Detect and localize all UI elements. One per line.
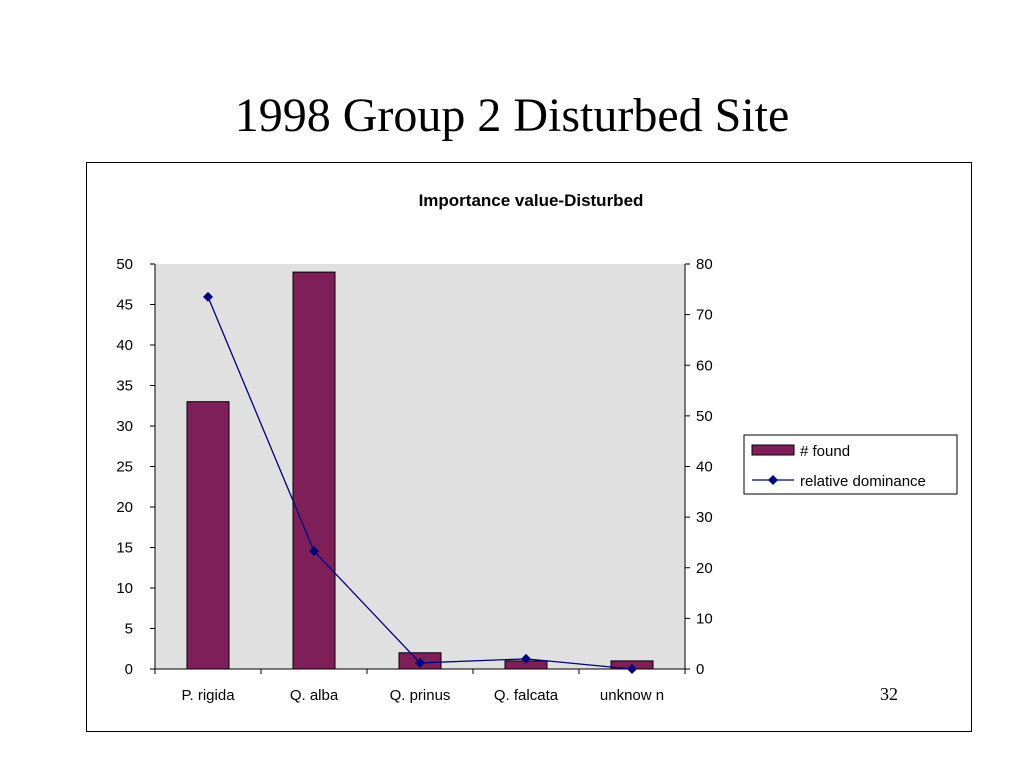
y-left-tick-label-2: 10 (116, 580, 133, 597)
legend-label-found: # found (800, 443, 850, 460)
x-tick-label-2: Q. prinus (390, 687, 451, 704)
y-right-tick-label-8: 80 (696, 256, 713, 273)
y-left-tick-label-5: 25 (116, 459, 133, 476)
y-left-tick-label-8: 40 (116, 337, 133, 354)
y-left-tick-label-6: 30 (116, 418, 133, 435)
line-layer (203, 291, 637, 674)
x-tick-label-0: P. rigida (181, 687, 235, 704)
y-left-tick-label-7: 35 (116, 378, 133, 395)
y-right-tick-label-3: 30 (696, 509, 713, 526)
x-tick-label-4: unknow n (600, 687, 664, 704)
y-left-tick-label-0: 0 (125, 661, 133, 678)
legend: # found relative dominance (743, 434, 958, 495)
plot-area (155, 264, 685, 669)
y-left-tick-label-1: 5 (125, 621, 133, 638)
bar-1 (292, 271, 336, 670)
point-relative-dominance-4 (627, 664, 637, 674)
bar-0 (186, 401, 230, 670)
y-left-tick-label-10: 50 (116, 256, 133, 273)
x-tick-label-3: Q. falcata (494, 687, 559, 704)
chart-frame: Importance value-Disturbed 0 5 10 15 20 25 30 3… (86, 162, 972, 732)
y-right-tick-label-6: 60 (696, 357, 713, 374)
chart-svg: Importance value-Disturbed 0 5 10 15 20 25 30 3… (116, 191, 958, 704)
y-left-tick-label-3: 15 (116, 540, 133, 557)
y-right-tick-label-1: 10 (696, 610, 713, 627)
y-left-tick-label-4: 20 (116, 499, 133, 516)
legend-marker-dominance (768, 475, 778, 485)
point-relative-dominance-2 (415, 657, 425, 668)
legend-swatch-found (751, 444, 795, 456)
chart-title: Importance value-Disturbed (419, 191, 644, 210)
point-relative-dominance-0 (203, 291, 213, 302)
x-tick-label-1: Q. alba (290, 687, 339, 704)
y-right-tick-label-5: 50 (696, 408, 713, 425)
point-relative-dominance-3 (521, 653, 531, 664)
slide-title: 1998 Group 2 Disturbed Site (234, 89, 790, 142)
y-right-tick-label-4: 40 (696, 459, 713, 476)
legend-label-relative-dominance: relative dominance (800, 473, 926, 490)
point-relative-dominance-1 (309, 546, 319, 557)
y-right-tick-label-7: 70 (696, 307, 713, 324)
axes-layer: 0 5 10 15 20 25 30 35 40 45 50 0 10 20 30 40 50 60 70 80 P. … (116, 256, 712, 704)
y-left-tick-label-9: 45 (116, 297, 133, 314)
y-right-tick-label-0: 0 (696, 661, 704, 678)
y-right-tick-label-2: 20 (696, 560, 713, 577)
slide-number: 32 (880, 684, 898, 704)
